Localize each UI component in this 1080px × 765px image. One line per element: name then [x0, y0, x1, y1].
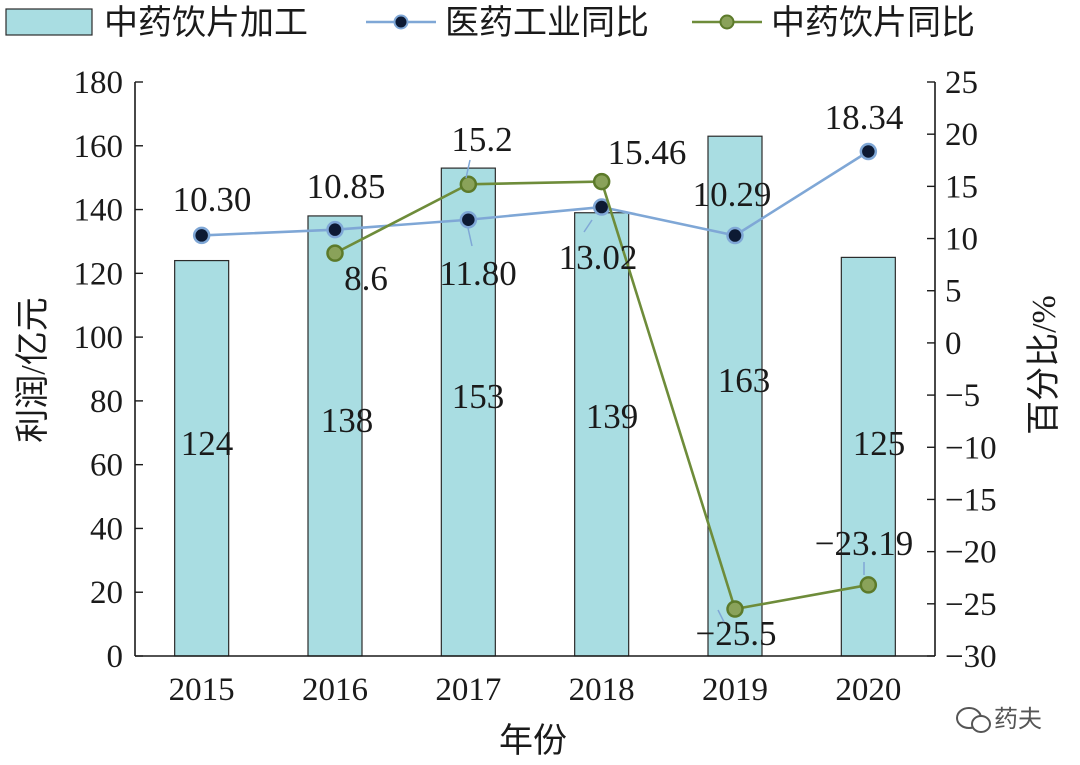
y-tick-label: 120 [74, 256, 124, 292]
pct-label-industry: 10.29 [693, 175, 772, 214]
y2-tick-label: −25 [945, 587, 997, 623]
bar-value-label: 124 [181, 424, 234, 463]
pct-label-industry: 10.85 [307, 167, 386, 206]
bar-2017 [440, 167, 496, 657]
y2-tick-label: −5 [945, 378, 980, 414]
pct-label-industry: 13.02 [559, 238, 638, 277]
y-tick-label: 60 [90, 448, 123, 484]
y-tick-label: 40 [90, 511, 123, 547]
y-tick-label: 140 [74, 193, 124, 229]
bar-value-label: 139 [586, 397, 639, 436]
bar-2018 [574, 212, 630, 657]
line-series [192, 142, 878, 618]
y-tick-label: 180 [74, 65, 124, 101]
point-1-2016 [326, 220, 344, 239]
pct-label-herbal: 15.46 [608, 133, 687, 172]
y-tick-label: 100 [74, 320, 124, 356]
point-2-2016 [326, 244, 344, 262]
x-axis-title: 年份 [499, 722, 567, 760]
x-tick-label: 2015 [169, 672, 235, 708]
y-tick-label: 20 [90, 575, 123, 611]
x-tick-label: 2018 [569, 672, 635, 708]
legend-swatch-marker [393, 14, 409, 30]
point-1-2017 [459, 211, 478, 229]
pct-label-industry: 18.34 [825, 98, 904, 137]
line-series-1 [201, 150, 870, 237]
legend-label: 中药饮片同比 [771, 3, 975, 43]
y2-tick-label: 25 [945, 65, 978, 101]
y2-tick-label: 10 [945, 222, 978, 258]
point-1-2019 [726, 226, 744, 245]
bar-value-label: 125 [853, 424, 906, 463]
pct-label-herbal: 15.2 [451, 120, 512, 159]
wechat-icon [956, 707, 991, 733]
pct-label-herbal: −23.19 [815, 524, 914, 563]
point-2-2018 [592, 172, 611, 191]
bar-value-label: 138 [321, 401, 374, 440]
point-1-2015 [192, 226, 211, 245]
x-tick-label: 2017 [435, 672, 501, 708]
bar-value-label: 153 [452, 377, 505, 416]
data-labels: 124 138 153 139 163 125 10.30 10.85 11.80 13.02 10… [173, 98, 914, 653]
x-tick-label: 2016 [302, 672, 368, 708]
y2-tick-label: 20 [945, 117, 978, 153]
y2-tick-label: −15 [945, 482, 997, 518]
y2-tick-label: 15 [945, 169, 978, 205]
y2-tick-label: 5 [945, 274, 962, 310]
point-2-2017 [459, 175, 478, 194]
bar-2016 [307, 215, 363, 657]
x-tick-label: 2019 [702, 672, 768, 708]
y2-tick-label: −10 [945, 430, 997, 466]
legend-label: 中药饮片加工 [104, 3, 308, 43]
legend: 中药饮片加工 医药工业同比 中药饮片同比 [5, 3, 975, 43]
legend-label: 医药工业同比 [445, 3, 649, 43]
axes: 020406080100120140160180−30−25−20−15−10−… [74, 65, 997, 708]
bar-series [174, 135, 896, 657]
label-leader-line [467, 227, 473, 247]
watermark-text: 药夫 [994, 705, 1042, 733]
point-2-2019 [726, 600, 744, 618]
x-tick-label: 2020 [835, 672, 901, 708]
pct-label-herbal: 8.6 [344, 259, 388, 298]
y-tick-label: 160 [74, 129, 124, 165]
label-leader-line [583, 219, 593, 233]
label-leader-line [717, 609, 725, 623]
y2-tick-label: −20 [945, 535, 997, 571]
pct-label-industry: 10.30 [173, 180, 252, 219]
y2-tick-label: 0 [945, 326, 962, 362]
bar-2015 [174, 259, 230, 657]
point-2-2020 [859, 576, 878, 594]
y2-tick-label: −30 [945, 639, 997, 675]
y2-axis-title: 百分比/% [1026, 295, 1063, 435]
pct-label-herbal: −25.5 [696, 614, 777, 653]
label-leader-line [465, 159, 471, 179]
legend-swatch-bar [5, 8, 93, 36]
y-tick-label: 80 [90, 384, 123, 420]
watermark: 药夫 [956, 705, 1042, 733]
point-1-2020 [859, 142, 878, 161]
y-tick-label: 0 [107, 639, 124, 675]
y-axis-title: 利润/亿元 [14, 297, 52, 442]
bar-value-label: 163 [718, 361, 771, 400]
pct-label-industry: 11.80 [439, 254, 516, 293]
legend-swatch-marker [719, 14, 735, 30]
